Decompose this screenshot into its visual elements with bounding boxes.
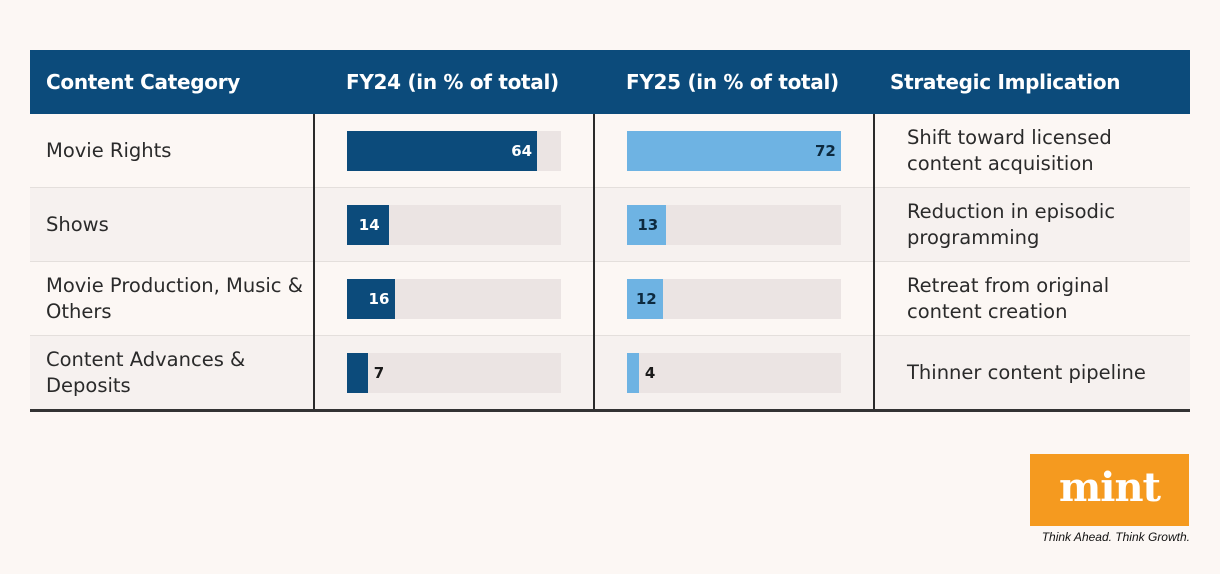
fy25-cell: 13 xyxy=(593,187,874,262)
fy25-bar xyxy=(627,278,663,319)
fy25-value-label: 72 xyxy=(815,141,836,160)
category-label: Shows xyxy=(30,187,314,262)
fy25-cell: 72 xyxy=(593,114,874,188)
category-label: Movie Production, Music & Others xyxy=(30,261,314,336)
fy24-bar-track: 14 xyxy=(347,204,561,245)
fy25-value-label: 12 xyxy=(635,289,657,308)
fy25-value-label: 4 xyxy=(644,363,656,382)
content-table: Content Category FY24 (in % of total) FY… xyxy=(30,50,1190,412)
fy24-bar xyxy=(347,204,389,245)
fy25-bar-track: 13 xyxy=(627,204,841,245)
implication-text: Reduction in episodic programming xyxy=(873,187,1190,262)
fy24-value-label: 14 xyxy=(358,215,380,234)
fy25-bar-track: 12 xyxy=(627,278,841,319)
fy24-cell: 16 xyxy=(313,261,594,336)
category-label: Movie Rights xyxy=(30,114,314,188)
implication-text: Retreat from original content creation xyxy=(873,261,1190,336)
fy24-bar xyxy=(347,278,395,319)
fy24-cell: 14 xyxy=(313,187,594,262)
fy24-bar-track: 16 xyxy=(347,278,561,319)
implication-text: Shift toward licensed content acquisitio… xyxy=(873,114,1190,188)
fy24-bar xyxy=(347,352,368,393)
fy24-cell: 7 xyxy=(313,335,594,412)
fy25-cell: 4 xyxy=(593,335,874,412)
implication-text: Thinner content pipeline xyxy=(873,335,1190,412)
table-row: Movie Rights 64 72 Shift toward licensed co… xyxy=(30,114,1190,188)
header-content-category: Content Category xyxy=(30,50,314,114)
fy25-bar-track: 72 xyxy=(627,130,841,171)
fy25-bar xyxy=(627,130,841,171)
header-fy25: FY25 (in % of total) xyxy=(594,50,874,114)
fy24-cell: 64 xyxy=(313,114,594,188)
fy24-bar xyxy=(347,130,538,171)
table-row: Movie Production, Music & Others 16 12 Retr… xyxy=(30,261,1190,336)
fy24-value-label: 16 xyxy=(368,289,390,308)
fy25-bar xyxy=(627,352,639,393)
mint-logo: mint xyxy=(1030,454,1189,526)
fy24-bar-track: 7 xyxy=(347,352,561,393)
fy25-bar-track: 4 xyxy=(627,352,841,393)
header-row: Content Category FY24 (in % of total) FY… xyxy=(30,50,1190,114)
tagline: Think Ahead. Think Growth. xyxy=(1041,530,1190,544)
fy25-cell: 12 xyxy=(593,261,874,336)
header-strategic-implication: Strategic Implication xyxy=(874,50,1190,114)
fy24-bar-track: 64 xyxy=(347,130,561,171)
fy24-value-label: 64 xyxy=(511,141,533,160)
category-label: Content Advances & Deposits xyxy=(30,335,314,412)
table-row: Content Advances & Deposits 7 4 Thinner con… xyxy=(30,335,1190,412)
fy25-bar xyxy=(627,204,666,245)
fy25-value-label: 13 xyxy=(637,215,659,234)
table-row: Shows 14 13 Reduction in episodic programmi… xyxy=(30,187,1190,262)
fy24-value-label: 7 xyxy=(373,363,385,382)
header-fy24: FY24 (in % of total) xyxy=(314,50,594,114)
